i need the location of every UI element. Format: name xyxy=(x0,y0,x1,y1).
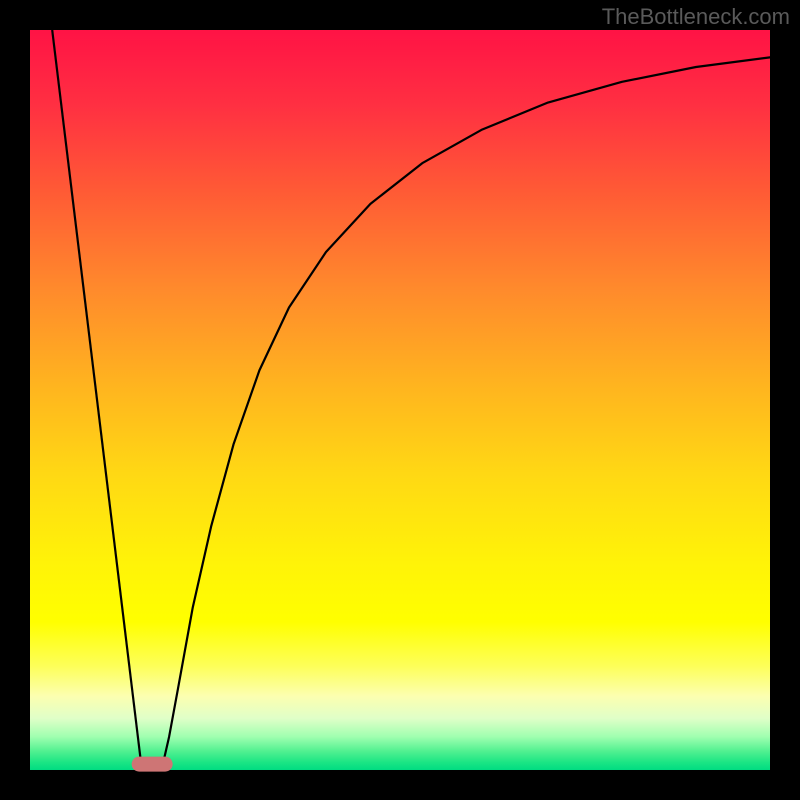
right-curve xyxy=(163,57,770,762)
plot-area xyxy=(30,30,770,770)
left-curve xyxy=(52,30,141,763)
bottom-marker xyxy=(132,757,173,772)
curve-overlay xyxy=(30,30,770,770)
watermark-text: TheBottleneck.com xyxy=(602,4,790,30)
